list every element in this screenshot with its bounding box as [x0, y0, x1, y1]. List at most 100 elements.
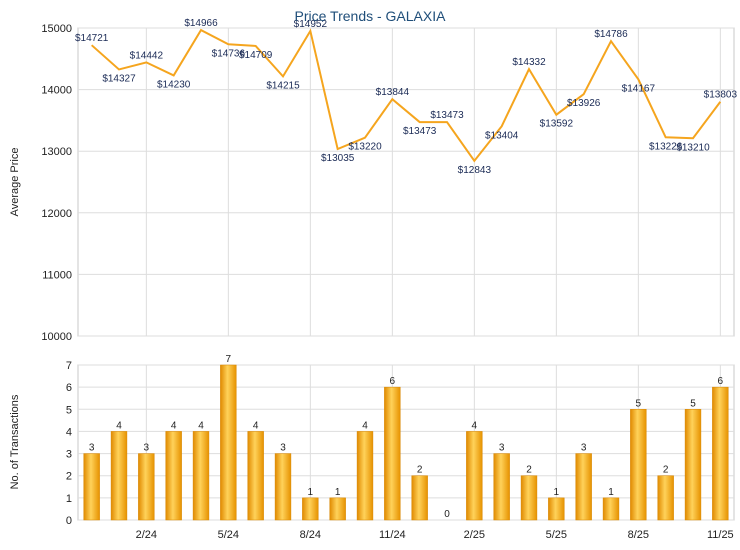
price-point-label: $14966: [184, 18, 218, 29]
top-y-tick-label: 10000: [41, 331, 72, 343]
price-point-label: $13473: [403, 126, 437, 137]
bottom-y-tick-label: 6: [66, 382, 72, 394]
x-tick-label: 5/25: [546, 529, 567, 541]
price-point-label: $13844: [376, 87, 410, 98]
x-tick-label: 8/24: [300, 529, 321, 541]
bottom-y-tick-label: 5: [66, 404, 72, 416]
transaction-bar: [110, 431, 128, 521]
price-point-label: $14327: [102, 73, 136, 84]
bar-value-label: 6: [390, 376, 396, 387]
bar-value-label: 1: [608, 487, 614, 498]
top-plot-area: [77, 27, 735, 337]
price-point-label: $13404: [485, 130, 519, 141]
bottom-y-tick-label: 1: [66, 493, 72, 505]
transaction-bar: [384, 386, 401, 521]
price-point-label: $14167: [622, 83, 656, 94]
price-point-label: $12843: [458, 165, 492, 176]
bar-value-label: 2: [417, 465, 423, 476]
transaction-bar: [466, 431, 483, 521]
bar-value-label: 1: [308, 487, 314, 498]
transaction-bar: [602, 497, 620, 521]
transaction-bar: [165, 431, 182, 521]
price-trend-line: [91, 28, 722, 163]
bottom-plot-area: [77, 364, 735, 521]
bottom-y-tick-labels: 0 1 2 3 4 5 6 7: [66, 360, 72, 527]
price-point-label: $14332: [512, 57, 546, 68]
bottom-y-tick-label: 4: [66, 426, 72, 438]
top-y-tick-label: 11000: [42, 269, 72, 281]
x-tick-labels: 2/24 5/24 8/24 11/24 2/25 5/25 8/25 11/25: [136, 529, 734, 541]
bottom-y-axis-label: No. of Transactions: [9, 394, 21, 489]
bar-value-label: 2: [663, 465, 669, 476]
transaction-bar: [356, 431, 374, 521]
transaction-bar: [493, 453, 510, 521]
price-point-label: $13210: [676, 142, 710, 153]
bar-value-label: 1: [335, 487, 341, 498]
bottom-y-tick-label: 7: [66, 360, 72, 372]
bar-value-label: 4: [171, 420, 177, 431]
transaction-bar: [329, 497, 346, 521]
bar-value-labels: 3 4 3 4 4 7 4 3 1 1 4 6 2 0 4 3 2 1 3 1 5 2 5 6: [89, 354, 724, 520]
transaction-bar: [192, 431, 210, 521]
x-tick-label: 2/25: [464, 529, 485, 541]
price-point-label: $13473: [430, 110, 464, 121]
x-tick-label: 8/25: [628, 529, 649, 541]
chart-title: Price Trends - GALAXIA: [295, 8, 447, 24]
transaction-bar: [657, 475, 674, 521]
bar-value-label: 6: [718, 376, 724, 387]
price-point-label: $14721: [75, 33, 109, 44]
price-point-label: $14230: [157, 79, 191, 90]
top-gridlines: [78, 27, 734, 337]
bar-value-label: 5: [636, 398, 642, 409]
top-y-axis-label: Average Price: [9, 148, 21, 217]
price-point-label: $14736: [212, 48, 246, 59]
x-tick-label: 11/25: [707, 529, 734, 541]
price-point-label: $13226: [649, 141, 683, 152]
top-y-tick-label: 12000: [41, 208, 72, 220]
price-point-label: $14442: [130, 50, 164, 61]
bar-value-label: 4: [116, 420, 122, 431]
bar-value-label: 3: [280, 443, 286, 454]
x-tick-label: 5/24: [218, 529, 239, 541]
transaction-bar: [138, 453, 155, 521]
transaction-bar: [302, 497, 319, 521]
price-point-label: $13926: [567, 98, 601, 109]
bottom-y-tick-label: 3: [66, 449, 72, 461]
bar-value-label: 3: [581, 443, 587, 454]
bar-value-label: 4: [253, 420, 259, 431]
bar-value-label: 5: [690, 398, 696, 409]
price-point-label: $13803: [704, 90, 738, 101]
bottom-y-tick-label: 2: [66, 471, 72, 483]
price-point-label: $14215: [266, 80, 300, 91]
transaction-bar: [712, 386, 729, 521]
price-point-label: $13220: [348, 142, 382, 153]
price-point-label: $13592: [540, 119, 574, 130]
transaction-bar: [575, 453, 592, 521]
top-y-tick-label: 15000: [41, 23, 72, 35]
bar-value-label: 4: [198, 420, 204, 431]
bar-value-label: 3: [89, 443, 95, 454]
x-tick-label: 2/24: [136, 529, 157, 541]
transaction-bar: [684, 409, 702, 521]
transaction-bar: [520, 475, 538, 521]
price-point-label: $14952: [294, 19, 328, 30]
transaction-bar: [548, 497, 565, 521]
price-point-label: $14709: [239, 50, 273, 61]
top-y-tick-labels: 10000 11000 12000 13000 14000 15000: [41, 23, 72, 343]
top-y-tick-label: 14000: [41, 85, 72, 97]
transaction-bar: [630, 409, 647, 521]
transaction-bar: [411, 475, 428, 521]
transaction-bars: [83, 364, 729, 521]
bar-value-label: 3: [499, 443, 505, 454]
bar-value-label: 1: [554, 487, 560, 498]
bar-value-label: 4: [472, 420, 478, 431]
bar-value-label: 4: [362, 420, 368, 431]
bar-value-label: 3: [144, 443, 150, 454]
bar-value-label: 0: [444, 509, 450, 520]
transaction-bar: [247, 431, 264, 521]
top-y-tick-label: 13000: [41, 146, 72, 158]
bar-value-label: 2: [526, 465, 532, 476]
price-point-label: $13035: [321, 153, 355, 164]
x-tick-label: 11/24: [379, 529, 406, 541]
